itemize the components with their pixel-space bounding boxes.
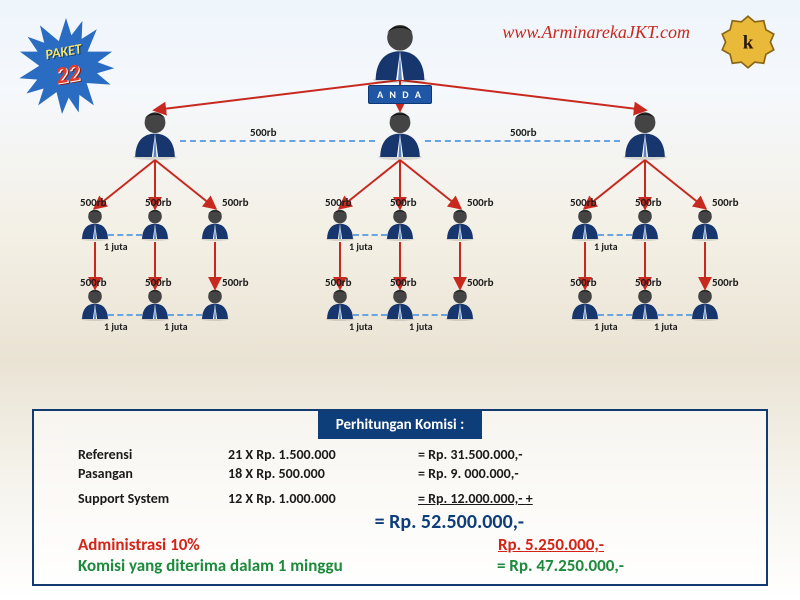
pair-label: 500rb xyxy=(325,276,352,289)
pair-dash xyxy=(108,234,142,236)
person-icon xyxy=(323,205,357,241)
person-icon xyxy=(383,285,417,321)
person-icon xyxy=(628,205,662,241)
pair-label: 500rb xyxy=(712,276,739,289)
pair-dash xyxy=(168,314,202,316)
pair-dash xyxy=(413,314,447,316)
pair-label: 1 juta xyxy=(164,320,188,333)
person-icon xyxy=(568,285,602,321)
pair-label: 500rb xyxy=(145,196,172,209)
pair-label: 500rb xyxy=(467,276,494,289)
pair-label: 500rb xyxy=(467,196,494,209)
person-icon xyxy=(374,105,426,160)
calc-mult: 18 X Rp. 500.000 xyxy=(228,465,418,482)
calc-label: Referensi xyxy=(78,446,228,463)
pair-label: 500rb xyxy=(80,276,107,289)
pair-label: 500rb xyxy=(510,126,537,139)
calc-value: = Rp. 12.000.000,- + xyxy=(418,490,722,507)
admin-row: Administrasi 10% Rp. 5.250.000,- xyxy=(46,534,754,555)
person-icon xyxy=(383,205,417,241)
commission-panel: Perhitungan Komisi : Referensi 21 X Rp. … xyxy=(32,409,768,586)
person-icon xyxy=(138,285,172,321)
calc-label: Support System xyxy=(78,490,228,507)
final-label: Komisi yang diterima dalam 1 minggu xyxy=(78,555,343,576)
pair-label: 1 juta xyxy=(594,320,618,333)
person-icon xyxy=(138,205,172,241)
anda-badge: A N D A xyxy=(368,85,432,104)
pair-label: 500rb xyxy=(390,276,417,289)
pair-label: 500rb xyxy=(635,196,662,209)
calc-mult: 12 X Rp. 1.000.000 xyxy=(228,490,418,507)
admin-value: Rp. 5.250.000,- xyxy=(498,534,604,555)
calc-row: Pasangan 18 X Rp. 500.000 = Rp. 9. 000.0… xyxy=(46,464,754,483)
final-row: Komisi yang diterima dalam 1 minggu = Rp… xyxy=(46,555,754,576)
person-icon xyxy=(198,205,232,241)
pair-label: 500rb xyxy=(222,276,249,289)
pair-label: 500rb xyxy=(570,276,597,289)
pair-label: 500rb xyxy=(712,196,739,209)
pair-label: 500rb xyxy=(390,196,417,209)
pair-label: 500rb xyxy=(145,276,172,289)
person-icon xyxy=(198,285,232,321)
person-icon: A N D A xyxy=(368,16,432,104)
person-icon xyxy=(568,205,602,241)
person-icon xyxy=(78,205,112,241)
pair-dash xyxy=(658,314,692,316)
pair-label: 1 juta xyxy=(349,320,373,333)
pair-label: 500rb xyxy=(250,126,277,139)
calc-mult: 21 X Rp. 1.500.000 xyxy=(228,446,418,463)
person-icon xyxy=(619,105,671,160)
person-icon xyxy=(688,285,722,321)
calc-row: Support System 12 X Rp. 1.000.000 = Rp. … xyxy=(46,489,754,508)
pair-dash xyxy=(353,314,387,316)
person-icon xyxy=(78,285,112,321)
pair-label: 1 juta xyxy=(349,240,373,253)
pair-label: 1 juta xyxy=(654,320,678,333)
person-icon xyxy=(323,285,357,321)
calc-value: = Rp. 31.500.000,- xyxy=(418,446,722,463)
pair-label: 1 juta xyxy=(409,320,433,333)
calc-table: Referensi 21 X Rp. 1.500.000 = Rp. 31.50… xyxy=(46,445,754,508)
calc-label: Pasangan xyxy=(78,465,228,482)
person-icon xyxy=(443,205,477,241)
pair-label: 1 juta xyxy=(104,240,128,253)
pair-label: 1 juta xyxy=(594,240,618,253)
pair-dash xyxy=(598,234,632,236)
person-icon xyxy=(628,285,662,321)
panel-title: Perhitungan Komisi : xyxy=(318,411,482,439)
admin-label: Administrasi 10% xyxy=(78,534,200,555)
pair-label: 500rb xyxy=(635,276,662,289)
pair-label: 500rb xyxy=(325,196,352,209)
person-icon xyxy=(688,205,722,241)
pair-label: 500rb xyxy=(80,196,107,209)
calc-row: Referensi 21 X Rp. 1.500.000 = Rp. 31.50… xyxy=(46,445,754,464)
pair-label: 500rb xyxy=(222,196,249,209)
final-value: = Rp. 47.250.000,- xyxy=(497,555,624,576)
pair-dash xyxy=(425,140,620,142)
subtotal: = Rp. 52.500.000,- xyxy=(46,510,754,534)
pair-dash xyxy=(598,314,632,316)
pair-dash xyxy=(353,234,387,236)
person-icon xyxy=(129,105,181,160)
pair-dash xyxy=(108,314,142,316)
person-icon xyxy=(443,285,477,321)
calc-value: = Rp. 9. 000.000,- xyxy=(418,465,722,482)
mlm-tree: A N D A xyxy=(0,10,800,380)
pair-label: 1 juta xyxy=(104,320,128,333)
pair-label: 500rb xyxy=(570,196,597,209)
pair-dash xyxy=(180,140,375,142)
